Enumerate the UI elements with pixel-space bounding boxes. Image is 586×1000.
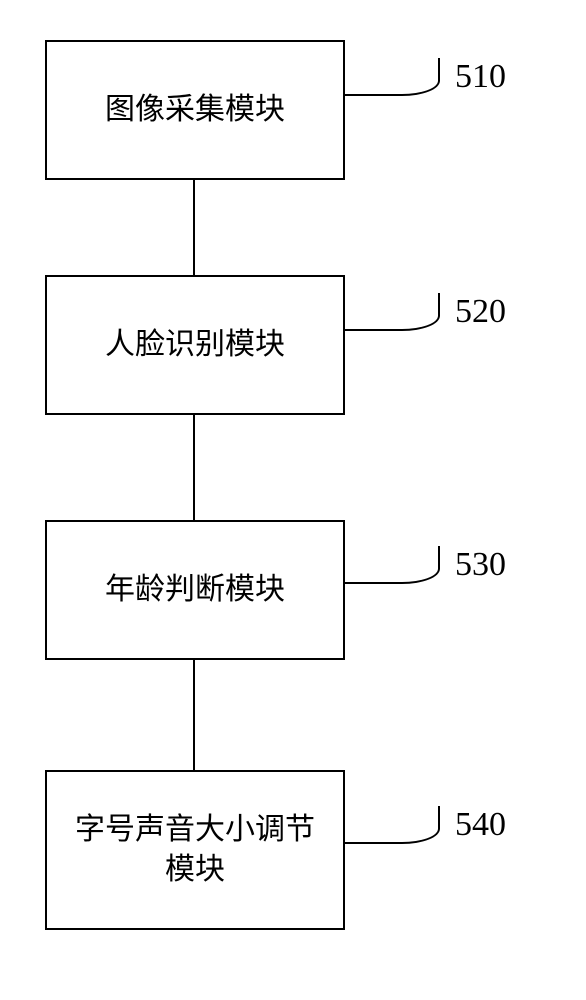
ref-label-4: 540 <box>455 806 506 844</box>
ref-curve-1 <box>345 58 440 96</box>
ref-label-1: 510 <box>455 58 506 96</box>
ref-label-3: 530 <box>455 546 506 584</box>
module-label-2: 人脸识别模块 <box>105 325 285 366</box>
connector-3-4 <box>193 660 195 770</box>
module-label-1: 图像采集模块 <box>105 90 285 131</box>
module-box-3: 年龄判断模块 <box>45 520 345 660</box>
ref-label-2: 520 <box>455 293 506 331</box>
module-box-1: 图像采集模块 <box>45 40 345 180</box>
ref-curve-4 <box>345 806 440 844</box>
module-label-4: 字号声音大小调节 模块 <box>75 810 315 891</box>
module-label-3: 年龄判断模块 <box>105 570 285 611</box>
ref-curve-3 <box>345 546 440 584</box>
connector-2-3 <box>193 415 195 520</box>
ref-curve-2 <box>345 293 440 331</box>
module-box-4: 字号声音大小调节 模块 <box>45 770 345 930</box>
connector-1-2 <box>193 180 195 275</box>
module-box-2: 人脸识别模块 <box>45 275 345 415</box>
